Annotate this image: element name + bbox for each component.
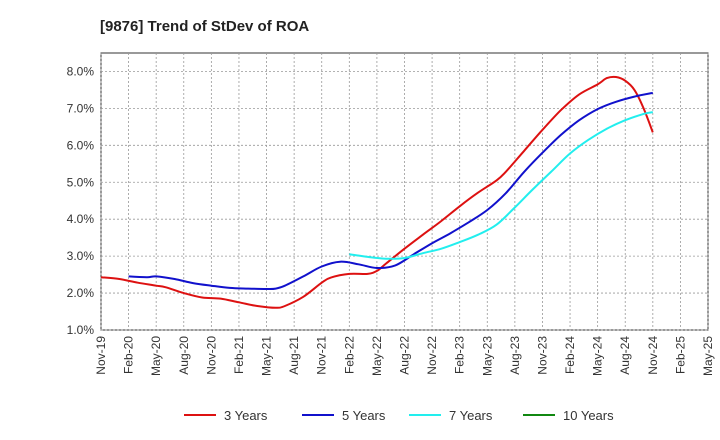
legend-label-3: 7 Years xyxy=(449,408,493,423)
x-tick-label: May-23 xyxy=(480,336,494,376)
gridlines xyxy=(100,53,709,331)
x-tick-label: Feb-25 xyxy=(673,336,687,374)
x-tick-label: Nov-21 xyxy=(315,336,329,375)
x-tick-label: Feb-23 xyxy=(453,336,467,374)
y-tick-label: 7.0% xyxy=(67,101,95,115)
series-lines xyxy=(100,75,654,309)
x-axis-tick-labels: Nov-19 Feb-20 May-20 Aug-20 Nov-20 Feb-21 May-… xyxy=(94,336,715,376)
x-tick-label: Aug-23 xyxy=(508,336,522,375)
x-tick-label: May-22 xyxy=(370,336,384,376)
legend: 3 Years 5 Years 7 Years 10 Years xyxy=(184,408,614,423)
y-tick-label: 8.0% xyxy=(67,64,95,78)
x-tick-label: Feb-21 xyxy=(232,336,246,374)
y-tick-label: 3.0% xyxy=(67,249,95,263)
y-tick-label: 4.0% xyxy=(67,212,95,226)
x-tick-label: Nov-23 xyxy=(535,336,549,375)
legend-label-1: 3 Years xyxy=(224,408,268,423)
y-tick-label: 6.0% xyxy=(67,138,95,152)
x-tick-label: Nov-20 xyxy=(204,336,218,375)
legend-label-4: 10 Years xyxy=(563,408,614,423)
x-tick-label: Nov-24 xyxy=(646,336,660,375)
legend-label-2: 5 Years xyxy=(342,408,386,423)
x-tick-label: May-25 xyxy=(701,336,715,376)
chart-title: [9876] Trend of StDev of ROA xyxy=(100,18,309,35)
x-tick-label: Feb-22 xyxy=(342,336,356,374)
y-tick-label: 2.0% xyxy=(67,286,95,300)
x-tick-label: Aug-22 xyxy=(398,336,412,375)
y-axis-tick-labels: 1.0% 2.0% 3.0% 4.0% 5.0% 6.0% 7.0% 8.0% xyxy=(67,64,95,337)
x-tick-label: May-21 xyxy=(260,336,274,376)
y-tick-label: 5.0% xyxy=(67,175,95,189)
series-line-1 xyxy=(100,75,654,309)
x-tick-label: Aug-24 xyxy=(618,336,632,375)
x-tick-label: Nov-22 xyxy=(425,336,439,375)
y-tick-label: 1.0% xyxy=(67,323,95,337)
x-tick-label: May-20 xyxy=(149,336,163,376)
series-line-3 xyxy=(349,111,653,260)
x-tick-label: Feb-24 xyxy=(563,336,577,374)
x-tick-label: May-24 xyxy=(591,336,605,376)
x-tick-label: Nov-19 xyxy=(94,336,108,375)
x-tick-label: Aug-20 xyxy=(177,336,191,375)
series-line-2 xyxy=(128,91,653,291)
x-tick-label: Feb-20 xyxy=(122,336,136,374)
x-tick-label: Aug-21 xyxy=(287,336,301,375)
